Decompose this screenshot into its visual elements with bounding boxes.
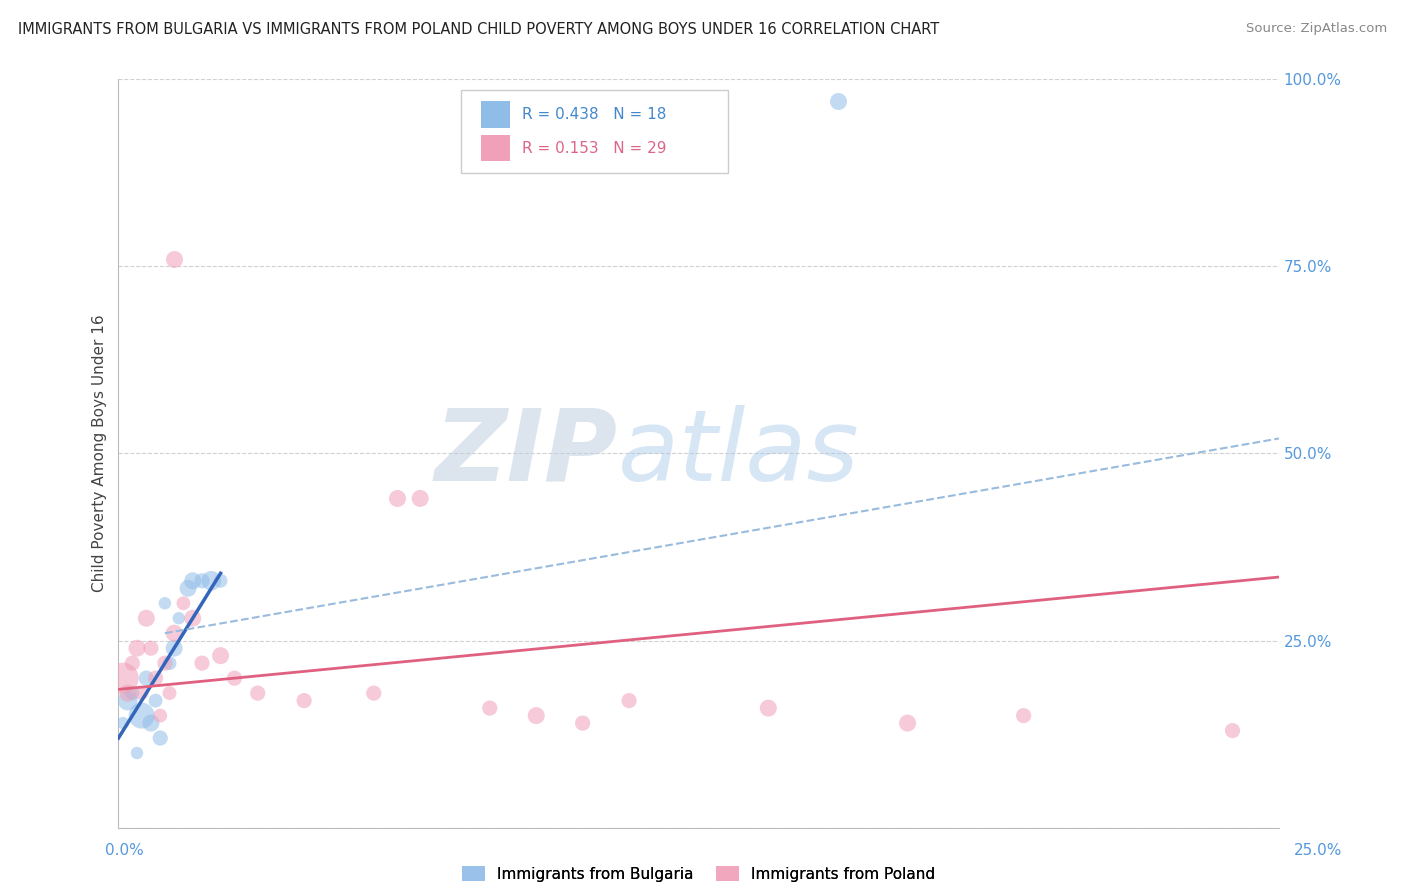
- Point: [617, 693, 640, 707]
- Point: [153, 596, 176, 610]
- Point: [571, 716, 593, 731]
- Point: [191, 656, 214, 670]
- Point: [145, 671, 167, 685]
- Point: [224, 671, 246, 685]
- Text: R = 0.153   N = 29: R = 0.153 N = 29: [522, 141, 666, 156]
- Text: R = 0.438   N = 18: R = 0.438 N = 18: [522, 107, 666, 122]
- Bar: [481, 136, 509, 161]
- Point: [139, 641, 162, 656]
- Point: [135, 611, 157, 625]
- Text: Source: ZipAtlas.com: Source: ZipAtlas.com: [1247, 22, 1388, 36]
- Point: [112, 671, 135, 685]
- Bar: [481, 102, 509, 128]
- Point: [135, 671, 157, 685]
- Point: [385, 491, 408, 506]
- Point: [1012, 708, 1035, 723]
- Text: atlas: atlas: [617, 405, 859, 502]
- Point: [827, 95, 849, 109]
- Point: [209, 574, 232, 588]
- Point: [191, 574, 214, 588]
- Text: ZIP: ZIP: [434, 405, 617, 502]
- Point: [131, 686, 153, 700]
- Point: [1222, 723, 1244, 738]
- Point: [172, 596, 194, 610]
- FancyBboxPatch shape: [461, 90, 728, 172]
- Point: [524, 708, 547, 723]
- Point: [159, 686, 181, 700]
- Point: [163, 641, 186, 656]
- Text: IMMIGRANTS FROM BULGARIA VS IMMIGRANTS FROM POLAND CHILD POVERTY AMONG BOYS UNDE: IMMIGRANTS FROM BULGARIA VS IMMIGRANTS F…: [18, 22, 939, 37]
- Point: [177, 581, 200, 595]
- Point: [163, 252, 186, 266]
- Point: [896, 716, 918, 731]
- Point: [125, 641, 148, 656]
- Point: [149, 731, 172, 745]
- Point: [246, 686, 269, 700]
- Point: [159, 656, 181, 670]
- Point: [121, 686, 143, 700]
- Point: [131, 708, 153, 723]
- Point: [181, 611, 204, 625]
- Point: [117, 693, 139, 707]
- Point: [117, 686, 139, 700]
- Point: [153, 656, 176, 670]
- Point: [112, 716, 135, 731]
- Point: [125, 746, 148, 760]
- Point: [121, 656, 143, 670]
- Legend: Immigrants from Bulgaria, Immigrants from Poland: Immigrants from Bulgaria, Immigrants fro…: [456, 860, 942, 888]
- Point: [478, 701, 501, 715]
- Text: 25.0%: 25.0%: [1295, 843, 1343, 857]
- Point: [163, 626, 186, 640]
- Point: [149, 708, 172, 723]
- Point: [167, 611, 190, 625]
- Point: [363, 686, 385, 700]
- Point: [409, 491, 432, 506]
- Point: [756, 701, 779, 715]
- Point: [181, 574, 204, 588]
- Point: [209, 648, 232, 663]
- Y-axis label: Child Poverty Among Boys Under 16: Child Poverty Among Boys Under 16: [93, 315, 107, 592]
- Point: [200, 574, 222, 588]
- Point: [292, 693, 315, 707]
- Text: 0.0%: 0.0%: [105, 843, 145, 857]
- Point: [139, 716, 162, 731]
- Point: [145, 693, 167, 707]
